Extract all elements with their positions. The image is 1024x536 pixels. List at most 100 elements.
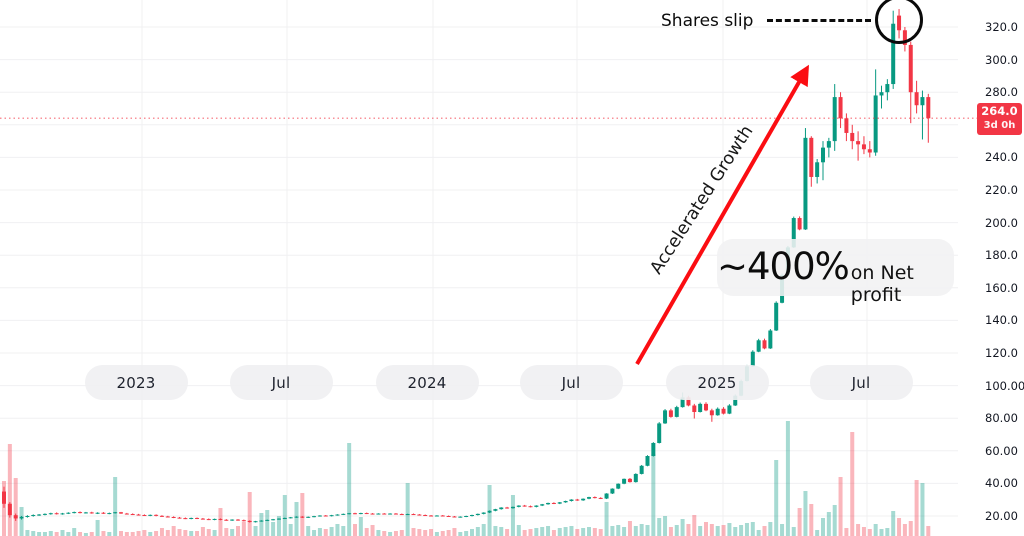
volume-bar: [733, 527, 738, 536]
candle-body: [317, 515, 322, 517]
volume-bar: [744, 523, 749, 536]
candle-body: [259, 520, 264, 522]
volume-bar: [130, 532, 135, 536]
volume-bar: [780, 524, 785, 536]
volume-bar: [633, 526, 638, 536]
volume-bar: [323, 529, 328, 536]
candle-body: [364, 513, 369, 515]
price-axis-label: 60.00: [985, 443, 1018, 458]
candle-body: [159, 515, 164, 517]
candle-body: [616, 483, 621, 489]
candle-body: [42, 513, 47, 515]
candle-body: [610, 488, 615, 494]
volume-bar: [54, 532, 59, 536]
volume-bar: [516, 525, 521, 536]
volume-bar: [645, 525, 650, 536]
volume-bar: [569, 526, 574, 536]
candle-body: [429, 515, 434, 517]
candle-body: [692, 405, 697, 413]
candle-wick: [857, 131, 859, 161]
volume-bar: [101, 531, 106, 536]
volume-bar: [721, 525, 726, 536]
volume-bar: [727, 523, 732, 536]
net-profit-badge: ~400% on Net profit: [717, 239, 954, 306]
volume-bar: [154, 531, 159, 536]
candle-body: [598, 497, 603, 499]
candle-body: [358, 513, 363, 515]
volume-bar: [546, 526, 551, 536]
candle-body: [247, 520, 252, 523]
candle-body: [83, 512, 88, 514]
candle-body: [224, 519, 229, 521]
candle-body: [657, 423, 662, 443]
volume-bar: [353, 524, 357, 536]
candle-body: [458, 516, 463, 518]
candle-body: [721, 408, 726, 414]
volume-bar: [668, 527, 673, 536]
volume-bar: [785, 421, 790, 536]
candle-body: [19, 516, 24, 519]
candle-body: [464, 516, 469, 517]
candle-body: [306, 516, 311, 518]
candle-body: [78, 512, 83, 514]
volume-bar: [253, 526, 258, 536]
candle-body: [821, 147, 825, 163]
candle-body: [288, 517, 293, 519]
volume-bar: [639, 524, 644, 536]
candle-body: [37, 514, 42, 516]
volume-bar: [399, 530, 404, 536]
volume-bar: [341, 526, 346, 536]
volume-bar: [604, 502, 609, 536]
candle-body: [891, 23, 896, 85]
candle-body: [376, 513, 381, 515]
volume-bar: [651, 454, 656, 536]
volume-bar: [563, 527, 568, 536]
price-axis-label: 300.0: [985, 52, 1018, 67]
candle-body: [171, 516, 176, 518]
volume-bar: [2, 481, 6, 536]
price-axis-label: 180.0: [985, 248, 1018, 263]
candle-body: [622, 478, 627, 484]
volume-bar: [276, 516, 281, 536]
volume-bar: [750, 522, 755, 536]
volume-bar: [171, 526, 176, 536]
volume-bar: [622, 527, 627, 536]
candle-body: [505, 507, 510, 509]
volume-bar: [797, 508, 802, 536]
volume-bar: [335, 524, 340, 536]
candle-body: [148, 514, 153, 516]
candle-body: [282, 517, 287, 519]
candle-body: [434, 515, 439, 517]
candle-body: [499, 507, 504, 510]
volume-bar: [72, 528, 77, 536]
volume-bar: [417, 529, 422, 536]
volume-bar: [329, 527, 334, 536]
volume-bar: [768, 522, 773, 536]
volume-bar: [832, 505, 837, 536]
candle-body: [300, 516, 305, 518]
volume-bar: [657, 518, 662, 536]
time-axis-label: Jul: [519, 365, 623, 400]
volume-bar: [879, 529, 884, 536]
candle-body: [212, 518, 217, 520]
candle-body: [815, 162, 820, 177]
candle-body: [809, 137, 814, 177]
candle-body: [446, 516, 451, 517]
candle-body: [253, 521, 258, 523]
candle-body: [920, 97, 925, 106]
candle-body: [838, 97, 843, 119]
candle-body: [200, 518, 205, 520]
candle-body: [177, 517, 182, 519]
candle-body: [230, 519, 235, 521]
volume-bar: [891, 511, 896, 536]
candle-body: [25, 516, 30, 517]
candle-body: [861, 144, 866, 150]
candle-body: [195, 517, 200, 519]
candle-body: [136, 514, 141, 516]
candle-body: [31, 515, 36, 517]
volume-bar: [686, 524, 691, 536]
candle-body: [271, 519, 276, 521]
volume-bar: [762, 526, 767, 536]
candle-body: [879, 92, 884, 96]
